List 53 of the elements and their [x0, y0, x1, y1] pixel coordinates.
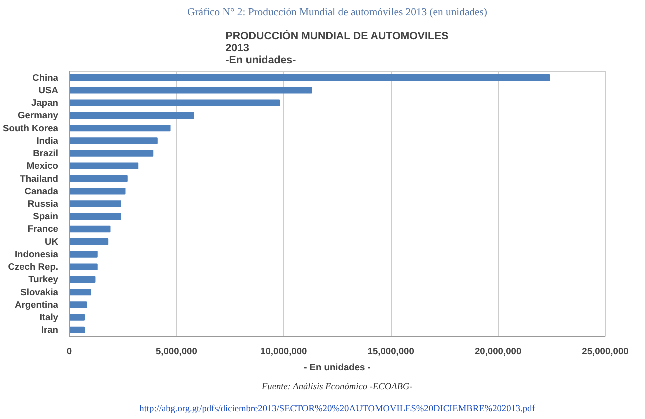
bar: [70, 175, 128, 182]
y-tick-label: Russia: [28, 199, 60, 209]
bar: [70, 288, 92, 296]
y-tick-label: South Korea: [3, 123, 60, 134]
y-tick-label: Iran: [41, 325, 59, 336]
y-tick-label: Italy: [40, 312, 60, 323]
y-tick-label: India: [36, 136, 60, 146]
y-tick-label: Japan: [32, 98, 59, 108]
bar: [70, 87, 312, 94]
bar: [70, 100, 280, 106]
x-tick-label: 5,000,000: [156, 346, 198, 356]
y-tick-label: Mexico: [26, 161, 59, 172]
y-tick-label: Turkey: [28, 274, 60, 285]
bar: [70, 251, 98, 258]
chart-title: PRODUCCIÓN MUNDIAL DE AUTOMOVILES 2013 -En unidades-: [226, 30, 449, 66]
y-tick-label: Argentina: [14, 300, 60, 310]
x-tick-label: 25,000,000: [582, 346, 629, 356]
bar: [70, 276, 96, 284]
y-tick-label: USA: [38, 85, 59, 96]
y-tick-label: France: [28, 224, 59, 234]
y-tick-label: China: [32, 72, 60, 83]
x-tick-label: 15,000,000: [368, 346, 414, 356]
bar: [70, 112, 194, 120]
bar: [70, 238, 109, 246]
y-tick-label: Slovakia: [20, 287, 60, 298]
y-tick-label: Spain: [33, 212, 59, 222]
x-tick-label: 20,000,000: [474, 346, 522, 356]
bar: [70, 326, 86, 334]
bar: [70, 314, 86, 321]
bar: [70, 264, 98, 270]
y-tick-label: Germany: [18, 110, 60, 121]
text: http://abg.org.gt/pdfs/diciembre2013/SECTOR%20%20AUTOMOVILES%20DICIEMBRE%202013.pdf: [140, 404, 536, 414]
bar: [70, 188, 126, 195]
bar: [70, 213, 122, 220]
bar: [70, 138, 158, 144]
source-note: Fuente: Análisis Económico -ECOABG-: [260, 382, 413, 392]
bar: [70, 162, 139, 170]
bar: [70, 200, 122, 208]
y-tick-label: Indonesia: [14, 249, 60, 260]
bar: [70, 302, 88, 308]
y-tick-label: Thailand: [20, 174, 59, 184]
x-axis-title: - En unidades -: [304, 362, 371, 372]
y-tick-label: UK: [45, 236, 59, 247]
bar: [70, 226, 111, 233]
x-tick-label: 0: [66, 346, 72, 356]
y-tick-label: Czech Rep.: [8, 262, 58, 272]
text: Gráfico N° 2: Producción Mundial de automóviles 2013 (en unidades): [188, 8, 488, 18]
bar: [70, 124, 171, 132]
y-tick-label: Brazil: [33, 148, 59, 159]
bar: [70, 74, 550, 82]
y-tick-label: Canada: [24, 186, 60, 196]
bar: [70, 150, 154, 157]
x-tick-label: 10,000,000: [260, 346, 308, 356]
